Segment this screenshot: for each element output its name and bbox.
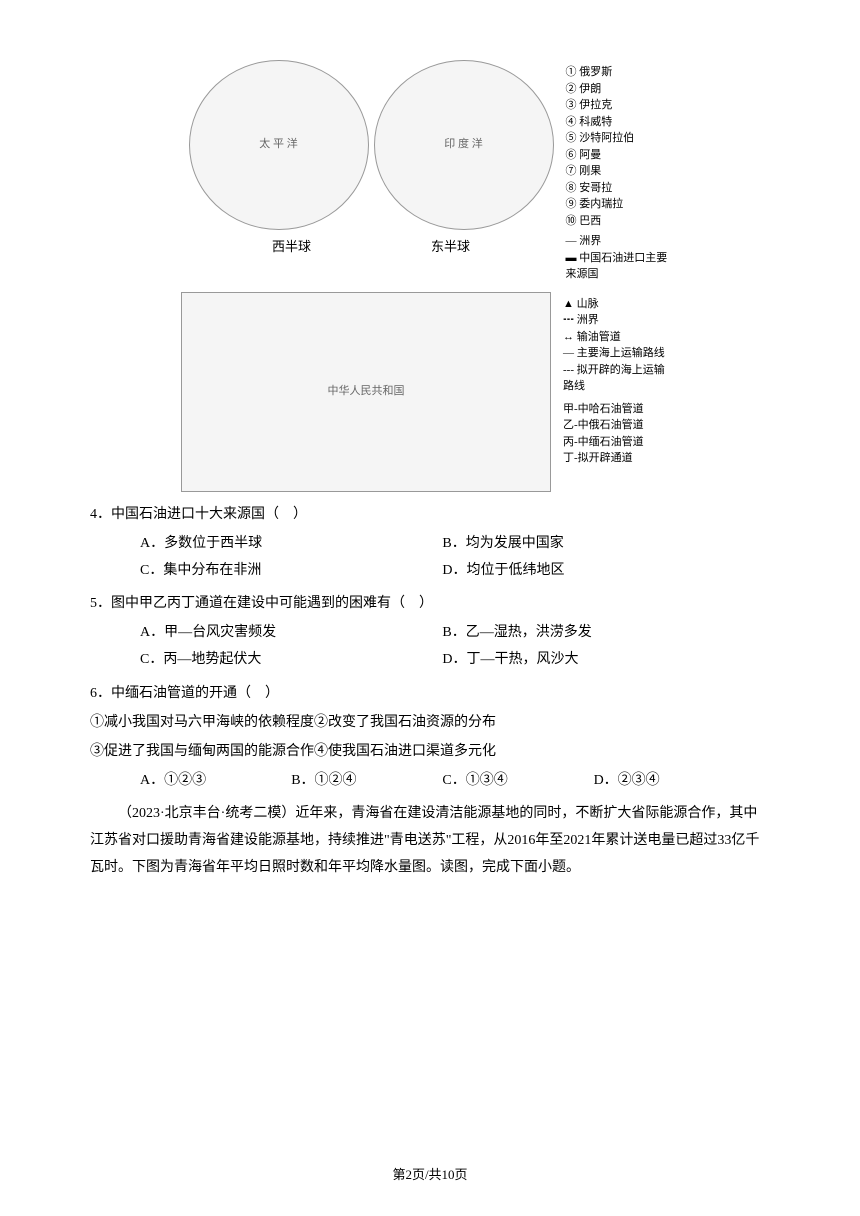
option-d: D．丁—干热，风沙大 xyxy=(442,647,744,672)
legend-item: ① 俄罗斯 xyxy=(566,64,668,81)
question-4: 4．中国石油进口十大来源国（ ） xyxy=(90,502,770,527)
options-row: A．甲—台风灾害频发 B．乙—湿热，洪涝多发 xyxy=(90,620,770,645)
options-row: C．丙—地势起伏大 D．丁—干热，风沙大 xyxy=(90,647,770,672)
legend-item: ⑩ 巴西 xyxy=(566,213,668,230)
legend-item: ③ 伊拉克 xyxy=(566,97,668,114)
option-c: C．①③④ xyxy=(442,768,593,793)
legend-item: 输油管道 xyxy=(577,331,621,343)
options-row: A．多数位于西半球 B．均为发展中国家 xyxy=(90,531,770,556)
legend-item: 丙-中缅石油管道 xyxy=(563,434,675,451)
western-hemisphere-map: 太 平 洋 xyxy=(189,60,369,230)
question-stem: 图中甲乙丙丁通道在建设中可能遇到的困难有（ ） xyxy=(111,596,433,611)
eastern-hemisphere-map: 印 度 洋 xyxy=(374,60,554,230)
question-stem: 中缅石油管道的开通（ ） xyxy=(111,686,279,701)
question-number: 6． xyxy=(90,686,111,701)
page-footer: 第2页/共10页 xyxy=(0,1163,860,1186)
option-b: B．均为发展中国家 xyxy=(442,531,744,556)
legend-item: 拟开辟的海上运输路线 xyxy=(563,364,665,393)
passage-source: （2023·北京丰台·统考二模） xyxy=(118,806,295,821)
hemisphere-label: 东半球 xyxy=(431,235,470,258)
question-number: 4． xyxy=(90,507,111,522)
legend-item: ⑥ 阿曼 xyxy=(566,147,668,164)
question-5: 5．图中甲乙丙丁通道在建设中可能遇到的困难有（ ） xyxy=(90,591,770,616)
asia-legend: ▲ 山脉 ┅ 洲界 ↔ 输油管道 — 主要海上运输路线 --- 拟开辟的海上运输… xyxy=(559,292,679,471)
map-label: 印 度 洋 xyxy=(444,135,483,155)
option-d: D．②③④ xyxy=(594,768,745,793)
question-6: 6．中缅石油管道的开通（ ） xyxy=(90,681,770,706)
asia-pipeline-map: 中华人民共和国 xyxy=(181,292,551,492)
legend-item: ⑦ 刚果 xyxy=(566,163,668,180)
option-c: C．丙—地势起伏大 xyxy=(140,647,442,672)
statement-line-2: ③促进了我国与缅甸两国的能源合作④使我国石油进口渠道多元化 xyxy=(90,739,770,764)
legend-item: 主要海上运输路线 xyxy=(577,347,665,359)
question-stem: 中国石油进口十大来源国（ ） xyxy=(111,507,307,522)
options-row: A．①②③ B．①②④ C．①③④ D．②③④ xyxy=(90,768,770,793)
options-row: C．集中分布在非洲 D．均位于低纬地区 xyxy=(90,558,770,583)
hemisphere-legend: ① 俄罗斯 ② 伊朗 ③ 伊拉克 ④ 科威特 ⑤ 沙特阿拉伯 ⑥ 阿曼 ⑦ 刚果… xyxy=(562,60,672,287)
legend-item: ④ 科威特 xyxy=(566,114,668,131)
legend-item: 中国石油进口主要来源国 xyxy=(566,252,668,281)
map-label: 太 平 洋 xyxy=(259,135,298,155)
hemisphere-label: 西半球 xyxy=(272,235,311,258)
figure-area: 太 平 洋 印 度 洋 西半球 东半球 ① 俄罗斯 ② 伊朗 ③ 伊拉克 ④ 科… xyxy=(90,60,770,492)
legend-item: ② 伊朗 xyxy=(566,81,668,98)
option-b: B．乙—湿热，洪涝多发 xyxy=(442,620,744,645)
legend-item: 乙-中俄石油管道 xyxy=(563,417,675,434)
option-a: A．甲—台风灾害频发 xyxy=(140,620,442,645)
legend-item: 洲界 xyxy=(577,314,599,326)
legend-item: 山脉 xyxy=(577,298,599,310)
legend-item: 甲-中哈石油管道 xyxy=(563,401,675,418)
map-label: 中华人民共和国 xyxy=(328,382,405,402)
question-number: 5． xyxy=(90,596,111,611)
option-b: B．①②④ xyxy=(291,768,442,793)
option-a: A．①②③ xyxy=(140,768,291,793)
option-a: A．多数位于西半球 xyxy=(140,531,442,556)
statement-line-1: ①减小我国对马六甲海峡的依赖程度②改变了我国石油资源的分布 xyxy=(90,710,770,735)
legend-item: ⑤ 沙特阿拉伯 xyxy=(566,130,668,147)
legend-item: ⑨ 委内瑞拉 xyxy=(566,196,668,213)
legend-item: 丁-拟开辟通道 xyxy=(563,450,675,467)
option-d: D．均位于低纬地区 xyxy=(442,558,744,583)
legend-item: ⑧ 安哥拉 xyxy=(566,180,668,197)
passage-text: （2023·北京丰台·统考二模）近年来，青海省在建设清洁能源基地的同时，不断扩大… xyxy=(90,801,770,881)
option-c: C．集中分布在非洲 xyxy=(140,558,442,583)
legend-item: 洲界 xyxy=(579,235,601,247)
